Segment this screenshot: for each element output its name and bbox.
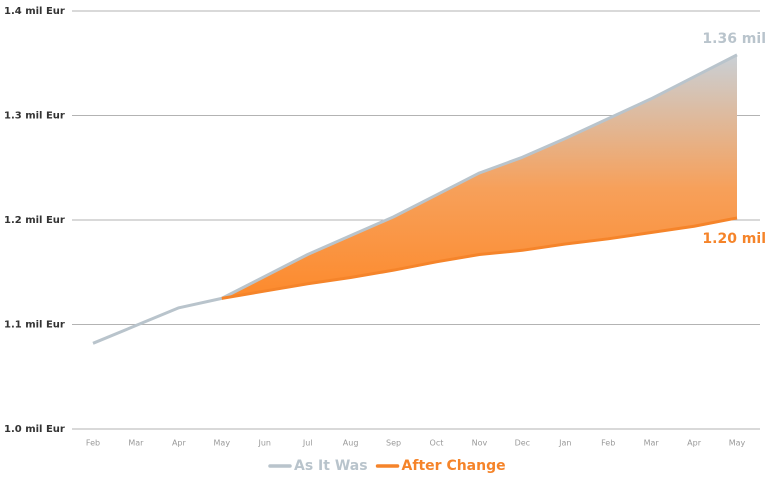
y-tick-label: 1.4 mil Eur (4, 6, 65, 17)
y-tick-label: 1.1 mil Eur (4, 320, 65, 331)
x-tick-label: Feb (86, 439, 100, 448)
x-tick-label: Aug (343, 439, 359, 448)
x-tick-label: Oct (430, 439, 444, 448)
legend-label: As It Was (294, 458, 368, 474)
x-tick-label: Dec (515, 439, 530, 448)
y-tick-label: 1.0 mil Eur (4, 424, 65, 435)
x-tick-label: Mar (644, 439, 660, 448)
x-tick-label: Mar (128, 439, 144, 448)
x-tick-label: Jun (257, 439, 271, 448)
x-tick-label: Feb (601, 439, 615, 448)
series-line (92, 53, 738, 345)
y-tick-label: 1.2 mil Eur (4, 215, 65, 226)
x-tick-label: May (214, 439, 231, 448)
legend-label: After Change (402, 458, 506, 474)
x-tick-label: May (729, 439, 746, 448)
x-tick-label: Apr (687, 439, 702, 448)
x-tick-label: Nov (472, 439, 488, 448)
x-tick-label: Jul (302, 439, 313, 448)
value-label: 1.36 mil (702, 31, 766, 47)
difference-fill (221, 54, 738, 299)
series-line (221, 216, 738, 300)
x-tick-label: Apr (172, 439, 187, 448)
x-tick-label: Jan (558, 439, 571, 448)
y-tick-label: 1.3 mil Eur (4, 111, 65, 122)
x-tick-label: Sep (386, 439, 401, 448)
value-label: 1.20 mil (702, 231, 766, 247)
